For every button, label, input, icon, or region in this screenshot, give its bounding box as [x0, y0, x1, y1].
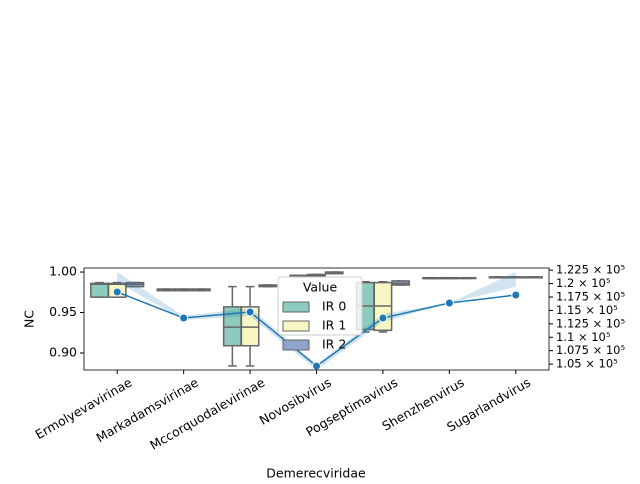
- legend-swatch: [282, 339, 310, 351]
- y2-tick-label: 1.1 × 10⁵: [556, 330, 611, 344]
- y2-tick-label: 1.075 × 10⁵: [556, 343, 626, 357]
- x-axis-label: Demerecviridae: [266, 466, 366, 481]
- y2-tick-label: 1.15 × 10⁵: [556, 303, 618, 317]
- line-marker: [444, 298, 454, 308]
- box: [258, 284, 278, 288]
- legend-label: IR 2: [322, 337, 346, 352]
- line-marker: [179, 313, 189, 323]
- box: [156, 288, 176, 292]
- y-tick-label: 0.95: [49, 304, 77, 319]
- x-tick-label: Mccorquodalevirinae: [147, 374, 267, 452]
- box: [457, 276, 477, 280]
- box: [222, 285, 242, 367]
- box: [422, 276, 442, 280]
- line-marker: [245, 307, 255, 317]
- box: [324, 271, 344, 275]
- y-tick-label: 0.90: [49, 345, 77, 360]
- line-marker: [112, 287, 122, 297]
- box: [174, 288, 194, 292]
- line-marker: [378, 313, 388, 323]
- legend-title: Value: [303, 280, 338, 295]
- legend-swatch: [282, 301, 310, 313]
- box: [125, 281, 145, 288]
- legend-swatch: [282, 320, 310, 332]
- box-body: [90, 282, 109, 298]
- y2-tick-label: 1.05 × 10⁵: [556, 357, 618, 371]
- legend: Value IR 0 IR 1 IR 2: [277, 276, 363, 352]
- box: [524, 276, 543, 279]
- box: [391, 280, 411, 286]
- y-tick-label: 1.00: [49, 264, 77, 279]
- line-marker: [312, 361, 321, 371]
- y2-tick-label: 1.175 × 10⁵: [556, 289, 626, 303]
- legend-label: IR 0: [322, 299, 346, 314]
- box-body: [240, 306, 260, 347]
- box: [191, 288, 211, 292]
- y2-tick-label: 1.225 × 10⁵: [556, 263, 626, 277]
- box: [439, 276, 459, 280]
- box: [90, 281, 109, 298]
- box: [240, 285, 260, 367]
- y2-tick-label: 1.125 × 10⁵: [556, 316, 626, 330]
- legend-label: IR 1: [322, 318, 346, 333]
- y2-tick-label: 1.2 × 10⁵: [556, 276, 611, 290]
- plot-frame: [83, 267, 550, 371]
- y-axis-label: NC: [22, 310, 37, 328]
- box: [307, 273, 326, 277]
- line-marker: [511, 290, 521, 300]
